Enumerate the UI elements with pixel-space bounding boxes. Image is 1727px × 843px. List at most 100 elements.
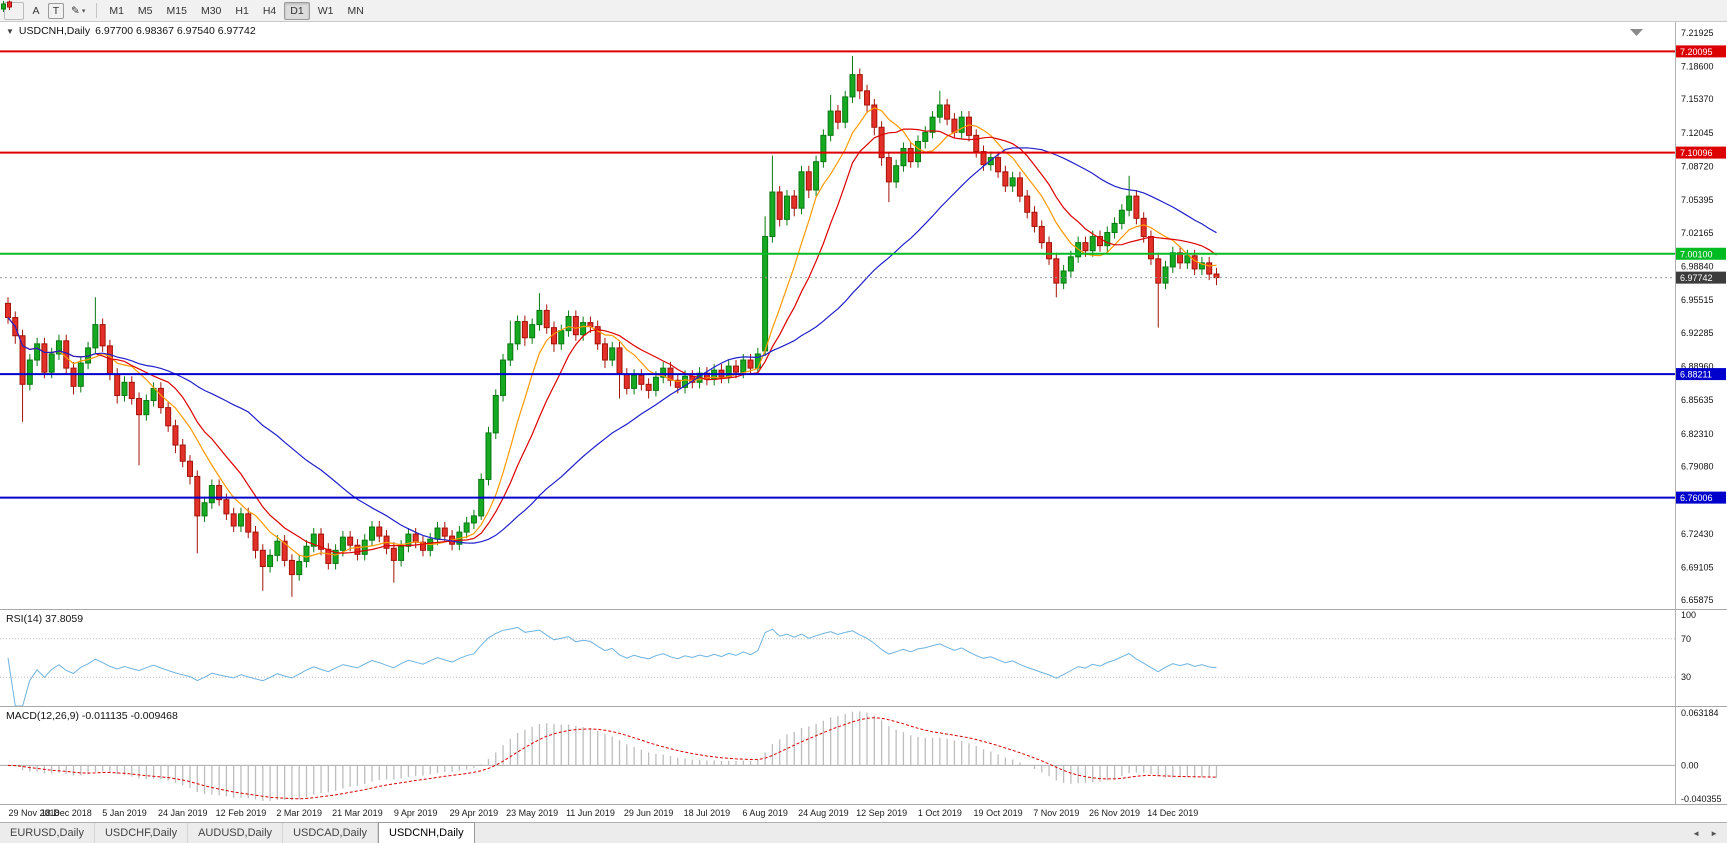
price-tag — [1676, 491, 1726, 504]
price-axis-label: 6.88960 — [1681, 362, 1714, 372]
rsi-panel: RSI(14) 37.8059 100 70 30 — [0, 610, 1727, 706]
chart-shift-marker — [1630, 29, 1643, 36]
annotation-tool-a[interactable]: A — [26, 2, 46, 20]
x-axis-label: 9 Apr 2019 — [393, 808, 438, 818]
x-axis-label: 24 Jan 2019 — [157, 808, 208, 818]
chart-tab-bar: EURUSD,Daily USDCHF,Daily AUDUSD,Daily USDC… — [0, 822, 1727, 843]
price-axis: 7.21925 7.18600 7.15370 7.12045 7.08720 7.053… — [1681, 28, 1714, 605]
tab-scroll-left-icon[interactable]: ◄ — [1692, 828, 1701, 838]
moving-average-line-8 — [7, 107, 1217, 558]
x-axis-label: 23 May 2019 — [506, 808, 559, 818]
timeframe-m30[interactable]: M30 — [195, 2, 227, 20]
panel-resize-divider[interactable] — [0, 609, 1727, 610]
timeframe-m15[interactable]: M15 — [161, 2, 193, 20]
chart-tab-usdchf[interactable]: USDCHF,Daily — [95, 823, 189, 843]
rsi-axis-label: 30 — [1681, 672, 1691, 682]
x-axis-label: 24 Aug 2019 — [798, 808, 849, 818]
timeframe-d1[interactable]: D1 — [284, 1, 310, 20]
tab-scroll-right-icon[interactable]: ► — [1710, 828, 1718, 838]
x-axis-label: 1 Oct 2019 — [917, 808, 962, 818]
text-tool[interactable]: T — [48, 2, 64, 19]
svg-text:6.88211: 6.88211 — [1680, 370, 1712, 380]
x-axis-label: 12 Feb 2019 — [215, 808, 267, 818]
svg-text:7.20095: 7.20095 — [1680, 47, 1713, 57]
symbol-caret-icon: ▼ — [6, 26, 14, 36]
chevron-down-icon: ▾ — [81, 7, 86, 15]
candles-layer — [5, 55, 1220, 597]
chart-tab-audusd[interactable]: AUDUSD,Daily — [188, 823, 284, 843]
rsi-line — [7, 626, 1217, 706]
price-axis-label: 7.12045 — [1681, 128, 1714, 138]
x-axis-label: 11 Jun 2019 — [565, 808, 615, 818]
price-axis-label: 6.82310 — [1681, 429, 1714, 439]
svg-text:6.97742: 6.97742 — [1680, 273, 1713, 283]
panel-resize-divider[interactable] — [0, 706, 1727, 707]
timeframe-group: M1 M5 M15 M30 H1 H4 D1 W1 MN — [103, 1, 369, 20]
price-tag — [1676, 247, 1726, 260]
timeframe-h4[interactable]: H4 — [257, 2, 282, 20]
moving-average-line-13 — [7, 128, 1217, 554]
chart-tab-usdcad[interactable]: USDCAD,Daily — [283, 823, 379, 843]
timeframe-mn[interactable]: MN — [341, 2, 369, 20]
price-axis-label: 6.65875 — [1681, 595, 1714, 605]
x-axis-label: 29 Apr 2019 — [449, 808, 499, 818]
chart-tab-usdcnh[interactable]: USDCNH,Daily — [378, 822, 475, 843]
svg-text:6.76006: 6.76006 — [1680, 493, 1713, 503]
svg-text:7.00100: 7.00100 — [1680, 249, 1713, 259]
x-axis-label: 19 Oct 2019 — [973, 808, 1023, 818]
price-axis-label: 6.69105 — [1681, 562, 1714, 572]
timeframe-m5[interactable]: M5 — [132, 2, 159, 20]
price-tag — [1676, 45, 1726, 58]
toolbar-separator — [96, 3, 98, 18]
price-axis-label: 7.15370 — [1681, 94, 1714, 104]
timeframe-h1[interactable]: H1 — [229, 2, 254, 20]
macd-canvas[interactable]: 0.063184 0.00 -0.040355 — [0, 707, 1727, 804]
candlestick-chart-icon — [1, 0, 12, 12]
x-axis-label: 12 Sep 2019 — [856, 808, 908, 818]
rsi-label: RSI(14) 37.8059 — [6, 613, 84, 625]
price-axis-label: 6.72430 — [1681, 529, 1714, 539]
draw-tools-dropdown[interactable]: ✎ ▾ — [66, 2, 90, 20]
x-axis-label: 6 Aug 2019 — [742, 808, 788, 818]
main-chart-canvas[interactable]: 7.21925 7.18600 7.15370 7.12045 7.08720 7.053… — [0, 22, 1727, 609]
x-axis-label: 29 Jun 2019 — [623, 808, 674, 818]
timeframe-m1[interactable]: M1 — [103, 2, 130, 20]
macd-label: MACD(12,26,9) -0.011135 -0.009468 — [6, 710, 178, 722]
macd-histogram — [14, 711, 1218, 802]
x-axis-label: 5 Jan 2019 — [102, 808, 147, 818]
price-axis-label: 6.79080 — [1681, 462, 1714, 472]
moving-average-line-34 — [7, 147, 1217, 544]
price-tag — [1676, 146, 1726, 159]
chart-tabs: EURUSD,Daily USDCHF,Daily AUDUSD,Daily USDC… — [0, 822, 475, 843]
price-axis-label: 6.95515 — [1681, 295, 1714, 305]
x-axis-label: 18 Dec 2018 — [40, 808, 92, 818]
price-axis-label: 7.08720 — [1681, 162, 1714, 172]
rsi-axis-label: 100 — [1681, 610, 1696, 620]
svg-text:7.10096: 7.10096 — [1680, 148, 1713, 158]
x-axis-label: 14 Dec 2019 — [1147, 808, 1199, 818]
x-axis-label: 26 Nov 2019 — [1089, 808, 1141, 818]
chart-title: ▼ USDCNH,Daily 6.97700 6.98367 6.97540 6… — [6, 25, 256, 37]
price-axis-label: 6.98840 — [1681, 262, 1714, 272]
price-axis-label: 6.92285 — [1681, 328, 1714, 338]
chart-window-button[interactable] — [1, 0, 24, 20]
price-axis-label: 6.85635 — [1681, 395, 1714, 405]
top-toolbar: A T ✎ ▾ M1 M5 M15 M30 H1 H4 D1 W1 MN — [0, 0, 1727, 22]
price-axis-label: 7.21925 — [1681, 28, 1714, 38]
chart-tab-eurusd[interactable]: EURUSD,Daily — [0, 823, 95, 843]
panel-resize-divider[interactable] — [0, 804, 1727, 805]
main-chart-panel: ▼ USDCNH,Daily 6.97700 6.98367 6.97540 6… — [0, 22, 1727, 609]
price-tag — [1676, 368, 1726, 381]
rsi-canvas[interactable]: 100 70 30 — [0, 610, 1727, 706]
macd-axis-label: 0.063184 — [1681, 708, 1719, 718]
macd-axis-label: 0.00 — [1681, 760, 1699, 770]
tab-scroll-controls: ◄ ► — [1689, 823, 1727, 843]
x-axis-label: 7 Nov 2019 — [1033, 808, 1080, 818]
time-axis[interactable]: 29 Nov 2018 18 Dec 2018 5 Jan 2019 24 Jan 2… — [0, 805, 1727, 822]
x-axis-label: 29 Nov 2018 — [8, 808, 60, 818]
timeframe-w1[interactable]: W1 — [312, 2, 340, 20]
macd-panel: MACD(12,26,9) -0.011135 -0.009468 0.0631… — [0, 707, 1727, 804]
x-axis-label: 18 Jul 2019 — [683, 808, 731, 818]
x-axis-label: 21 Mar 2019 — [332, 808, 383, 818]
